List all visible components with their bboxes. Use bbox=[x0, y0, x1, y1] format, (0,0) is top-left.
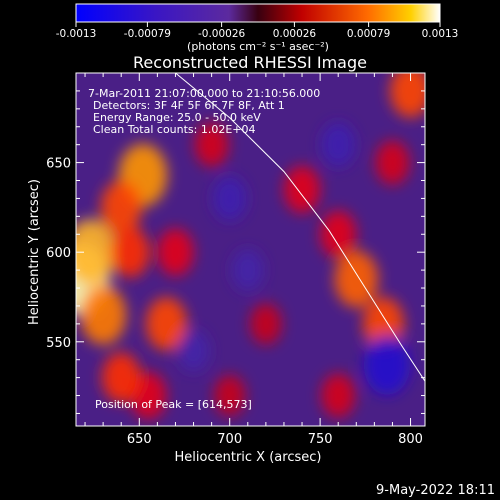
colorbar-tick-label: 0.00079 bbox=[347, 28, 390, 40]
emission-source bbox=[214, 374, 246, 417]
colorbar-tick-label: -0.0013 bbox=[56, 28, 97, 40]
emission-source bbox=[232, 249, 264, 291]
annotation-block: 7-Mar-2011 21:07:00.000 to 21:10:56.000D… bbox=[88, 87, 320, 136]
emission-source bbox=[320, 210, 357, 258]
emission-source bbox=[194, 122, 229, 167]
colorbar-gradient bbox=[75, 3, 441, 23]
annotation-line: Detectors: 3F 4F 5F 6F 7F 8F, Att 1 bbox=[93, 99, 285, 112]
emission-source bbox=[250, 303, 282, 345]
emission-source bbox=[212, 176, 247, 221]
emission-source bbox=[110, 226, 150, 278]
emission-source bbox=[145, 297, 188, 351]
y-axis-label: Heliocentric Y (arcsec) bbox=[27, 179, 42, 325]
emission-source bbox=[76, 219, 116, 286]
plot-area bbox=[76, 73, 425, 426]
emission-source bbox=[177, 330, 210, 372]
annotation-line: Energy Range: 25.0 - 50.0 keV bbox=[93, 111, 261, 124]
annotation-line: 7-Mar-2011 21:07:00.000 to 21:10:56.000 bbox=[88, 87, 320, 100]
solar-limb-line bbox=[175, 73, 425, 382]
y-tick-label: 550 bbox=[46, 336, 71, 351]
emission-source bbox=[334, 250, 379, 308]
footer-date: 9-May-2022 18:11 bbox=[376, 483, 495, 498]
emission-source bbox=[389, 73, 425, 118]
x-tick-label: 700 bbox=[217, 432, 242, 447]
peak-position-label: Position of Peak = [614,573] bbox=[95, 398, 252, 411]
colorbar: -0.0013 -0.00079 -0.00026 0.00026 0.00079 0.0… bbox=[56, 3, 459, 53]
emission-source bbox=[375, 140, 410, 185]
colorbar-tick-label: -0.00026 bbox=[198, 28, 246, 40]
x-tick-label: 800 bbox=[398, 432, 423, 447]
emission-source bbox=[101, 352, 141, 403]
emission-source bbox=[100, 180, 142, 235]
colorbar-tick-label: 0.00026 bbox=[273, 28, 317, 40]
x-tick-label: 650 bbox=[127, 432, 152, 447]
chart-title: Reconstructed RHESSI Image bbox=[133, 53, 367, 72]
emission-source bbox=[321, 122, 356, 167]
x-axis: 650 700 750 800 bbox=[84, 73, 423, 447]
y-tick-label: 650 bbox=[46, 157, 71, 172]
y-axis: 550 600 650 bbox=[46, 90, 425, 414]
colorbar-tick-label: 0.0013 bbox=[422, 28, 459, 40]
annotation-line: Clean Total counts: 1.02E+04 bbox=[93, 123, 256, 136]
plot-frame bbox=[75, 72, 426, 427]
y-tick-label: 600 bbox=[46, 246, 71, 261]
emission-source bbox=[80, 285, 127, 345]
colorbar-unit-label: (photons cm⁻² s⁻¹ asec⁻²) bbox=[187, 40, 329, 53]
emission-source bbox=[283, 165, 321, 214]
x-axis-label: Heliocentric X (arcsec) bbox=[175, 450, 322, 465]
emission-source bbox=[157, 228, 194, 276]
emission-source bbox=[321, 373, 356, 418]
x-tick-label: 750 bbox=[308, 432, 333, 447]
colorbar-tick-label: -0.00079 bbox=[124, 28, 171, 40]
emission-source bbox=[363, 335, 411, 395]
